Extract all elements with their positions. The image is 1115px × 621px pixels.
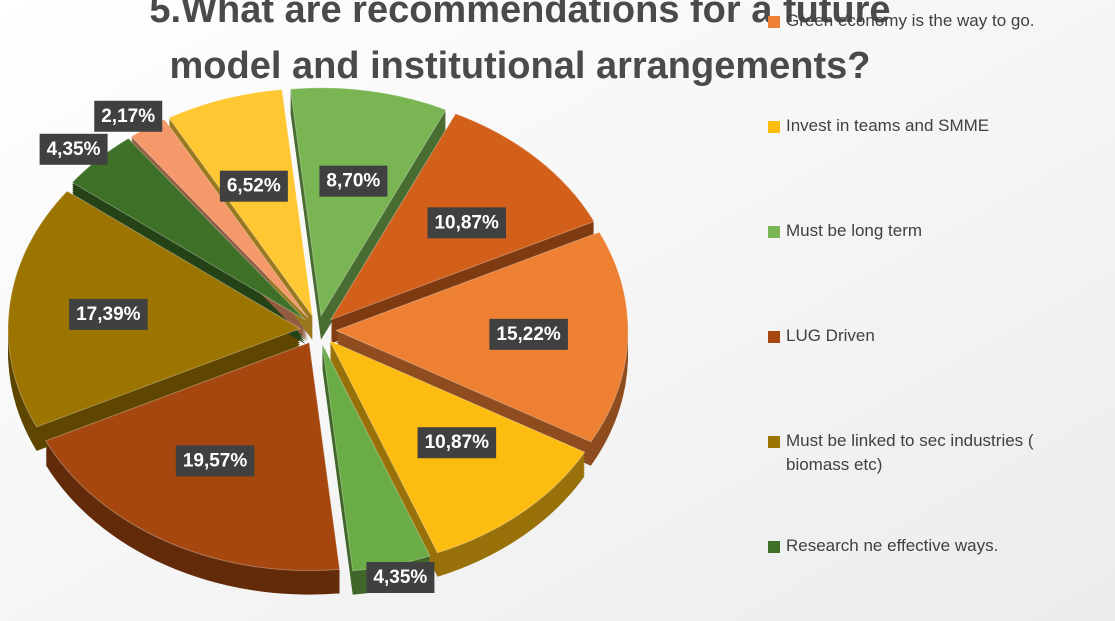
data-label-box [489, 318, 568, 350]
data-label-box [417, 427, 497, 459]
data-label-box [69, 298, 148, 330]
slice [7, 190, 302, 428]
legend-label: Research ne effective ways. [786, 536, 998, 555]
data-label-box [94, 100, 163, 132]
legend-label: Invest in teams and SMME [786, 116, 989, 135]
slice [289, 87, 447, 318]
legend-label: Must be long term [786, 221, 922, 240]
legend-swatch [768, 541, 780, 553]
legend-label: Must be linked to sec industries (biomas… [786, 431, 1034, 474]
data-label: 8,70% [326, 171, 380, 192]
data-label-box [427, 207, 507, 239]
legend-label: Green economy is the way to go. [786, 11, 1035, 30]
data-label: 17,39% [76, 304, 141, 325]
data-label: 4,35% [373, 567, 427, 588]
data-label-box [175, 445, 255, 477]
pie: 8,70% 10,87% 15,22% 10,87% 4,35% 19,57% 17,39%… [7, 87, 629, 595]
slice [168, 88, 314, 317]
data-label: 2,17% [101, 106, 155, 127]
chart-title: model and institutional arrangements? [170, 45, 871, 87]
data-label: 4,35% [47, 139, 101, 160]
legend-swatch [768, 331, 780, 343]
data-label-box [219, 170, 288, 202]
data-label: 6,52% [227, 176, 281, 197]
title: 5.What are recommendations for a future m… [149, 0, 890, 87]
data-label: 10,87% [425, 432, 490, 453]
legend-swatch [768, 226, 780, 238]
chart-title: 5.What are recommendations for a future [149, 0, 890, 31]
data-label: 10,87% [434, 212, 499, 233]
data-label-box [319, 165, 388, 197]
legend-label: LUG Driven [786, 326, 875, 345]
data-label-box [39, 133, 108, 165]
legend-swatch [768, 436, 780, 448]
legend: Green economy is the way to go. Invest in… [768, 11, 1035, 555]
slice [334, 231, 629, 443]
legend-swatch [768, 16, 780, 28]
legend-swatch [768, 121, 780, 133]
data-label-box [366, 561, 435, 593]
data-label: 15,22% [496, 324, 561, 345]
data-label: 19,57% [183, 450, 248, 471]
